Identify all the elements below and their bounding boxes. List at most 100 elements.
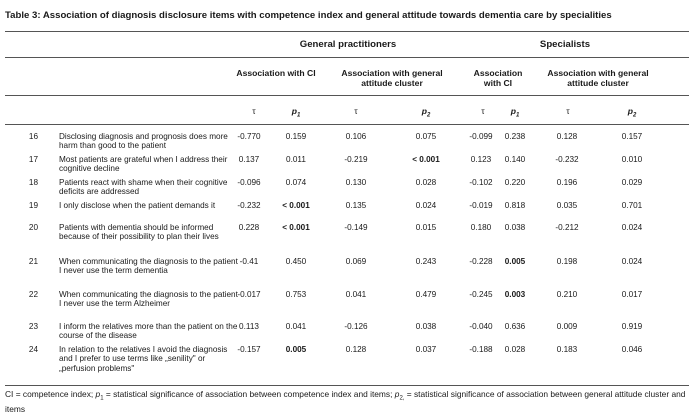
item-text: Disclosing diagnosis and prognosis does … [59,132,228,151]
cell-gp-tau2: 0.069 [345,257,367,266]
cell-gp-tau1: 0.137 [238,155,260,164]
header-rule [5,57,689,58]
cell-sp-p2: 0.029 [621,178,643,187]
item-text: In relation to the relatives I avoid the… [59,345,228,373]
cell-gp-p2: 0.028 [415,178,437,187]
cell-gp-tau1: -0.096 [237,178,261,187]
cell-sp-p1: 0.003 [504,290,526,299]
cell-gp-p1: 0.753 [285,290,307,299]
item-text: When communicating the diagnosis to the … [59,257,238,276]
cell-gp-p2: 0.015 [415,223,437,232]
cell-gp-tau1: -0.017 [237,290,261,299]
tau-symbol: τ [252,106,256,116]
cell-sp-p1: 0.038 [504,223,526,232]
cell-gp-p2: 0.037 [415,345,437,354]
cell-sp-p2: 0.046 [621,345,643,354]
cell-gp-tau2: 0.130 [345,178,367,187]
cell-sp-p1: 0.220 [504,178,526,187]
cell-sp-p1: 0.005 [504,257,526,266]
table-footnote: CI = competence index; p1 = statistical … [5,389,686,415]
cell-gp-p2: 0.038 [415,322,437,331]
cell-sp-p1: 0.818 [504,201,526,210]
cell-gp-tau2: 0.128 [345,345,367,354]
symbol-rule [5,124,689,125]
cell-gp-tau2: -0.219 [344,155,368,164]
cell-sp-tau2: 0.035 [556,201,578,210]
cell-sp-tau1: -0.188 [469,345,493,354]
row-number: 17 [28,155,38,164]
cell-gp-p1: < 0.001 [282,201,310,210]
p1-symbol: p1 [291,106,301,119]
cell-gp-p2: < 0.001 [412,155,440,164]
cell-gp-p2: 0.024 [415,201,437,210]
cell-gp-p2: 0.479 [415,290,437,299]
item-text: I only disclose when the patient demands… [59,201,216,210]
cell-sp-tau1: 0.180 [470,223,492,232]
cell-gp-tau1: -0.232 [237,201,261,210]
cell-sp-tau1: -0.228 [469,257,493,266]
cell-gp-tau1: -0.770 [237,132,261,141]
cell-sp-tau2: 0.196 [556,178,578,187]
cell-sp-tau1: -0.099 [469,132,493,141]
cell-sp-tau2: 0.183 [556,345,578,354]
cell-gp-p1: 0.450 [285,257,307,266]
tau-symbol: τ [481,106,485,116]
cell-sp-tau2: 0.009 [556,322,578,331]
cell-sp-p1: 0.028 [504,345,526,354]
row-number: 24 [28,345,38,354]
cell-sp-tau1: -0.102 [469,178,493,187]
cell-gp-tau2: -0.126 [344,322,368,331]
cell-gp-p1: 0.074 [285,178,307,187]
row-number: 16 [28,132,38,141]
cell-sp-tau1: -0.019 [469,201,493,210]
bottom-rule [5,385,689,387]
cell-gp-p1: 0.005 [285,345,307,354]
cell-gp-tau1: -0.157 [237,345,261,354]
cell-sp-p2: 0.701 [621,201,643,210]
cell-gp-tau1: 0.228 [238,223,260,232]
cell-gp-p1: 0.041 [285,322,307,331]
row-number: 19 [28,201,38,210]
item-text: When communicating the diagnosis to the … [59,290,238,309]
cell-sp-tau2: 0.128 [556,132,578,141]
top-rule [5,31,689,33]
cell-sp-tau1: 0.123 [470,155,492,164]
cell-sp-p2: 0.024 [621,223,643,232]
cell-gp-tau2: 0.106 [345,132,367,141]
subheader-sp-ci: Association with CI [473,68,523,88]
cell-gp-tau1: -0.41 [239,257,259,266]
cell-gp-p2: 0.075 [415,132,437,141]
cell-gp-tau2: 0.041 [345,290,367,299]
row-number: 21 [28,257,38,266]
p1-symbol: p1 [510,106,520,119]
row-number: 18 [28,178,38,187]
cell-gp-tau1: 0.113 [239,322,259,331]
group-header-specialists: Specialists [539,39,591,50]
cell-gp-p2: 0.243 [415,257,437,266]
cell-sp-p2: 0.024 [621,257,643,266]
cell-gp-p1: 0.011 [286,155,306,164]
subheader-rule [5,95,689,96]
cell-sp-tau1: -0.040 [469,322,493,331]
item-text: Most patients are grateful when I addres… [59,155,228,174]
cell-sp-p1: 0.636 [504,322,526,331]
table-caption: Table 3: Association of diagnosis disclo… [5,10,612,21]
cell-sp-tau2: -0.212 [555,223,579,232]
cell-sp-tau2: 0.210 [556,290,578,299]
tau-symbol: τ [354,106,358,116]
cell-sp-tau2: 0.198 [556,257,578,266]
p2-symbol: p2 [421,106,431,119]
item-text: Patients react with shame when their cog… [59,178,228,197]
row-number: 20 [28,223,38,232]
cell-sp-p2: 0.919 [621,322,643,331]
cell-sp-p2: 0.017 [621,290,643,299]
cell-sp-p1: 0.140 [504,155,526,164]
cell-gp-p1: 0.159 [285,132,307,141]
row-number: 22 [28,290,38,299]
p2-symbol: p2 [627,106,637,119]
cell-sp-p1: 0.238 [504,132,526,141]
cell-sp-tau2: -0.232 [555,155,579,164]
cell-sp-p2: 0.157 [621,132,643,141]
group-header-gp: General practitioners [299,39,397,50]
cell-sp-tau1: -0.245 [469,290,493,299]
